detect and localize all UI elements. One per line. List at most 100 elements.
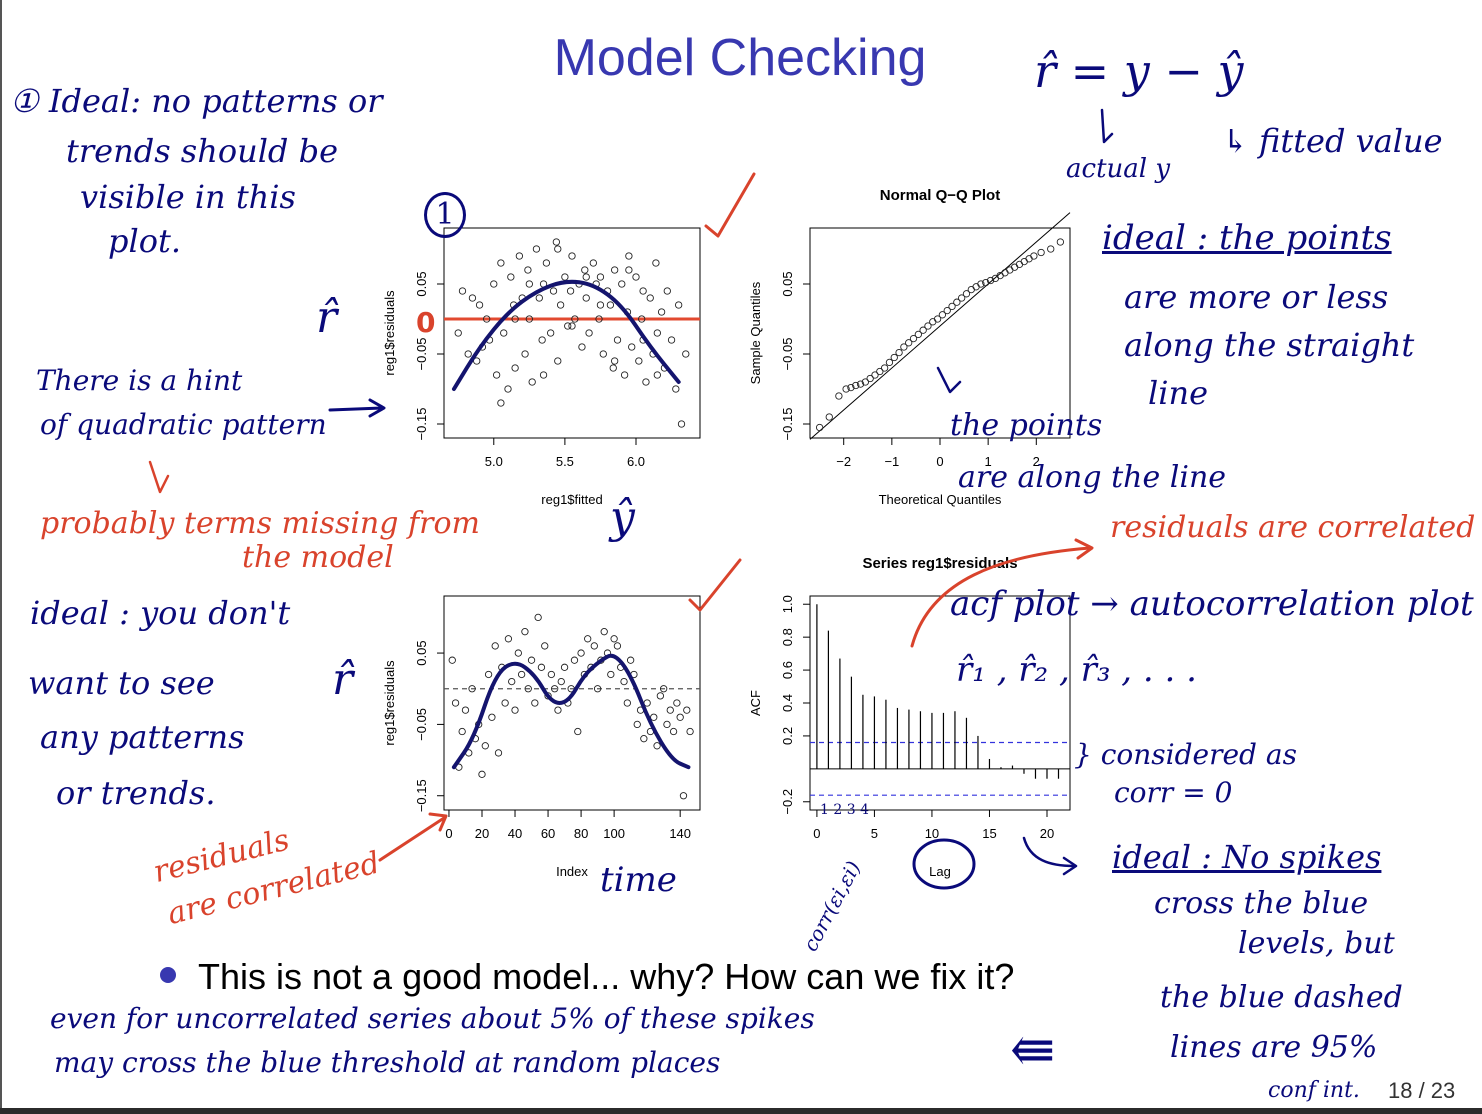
data-point bbox=[618, 280, 626, 288]
note-ideal-2: trends should be bbox=[66, 132, 338, 170]
data-point bbox=[458, 287, 467, 295]
data-point bbox=[504, 635, 513, 643]
data-point bbox=[490, 280, 498, 288]
data-point bbox=[663, 720, 671, 729]
data-point bbox=[852, 381, 860, 390]
ideal-acf-6: conf int. bbox=[1268, 1078, 1360, 1103]
zero-label: 0 bbox=[416, 306, 436, 339]
data-point bbox=[943, 306, 951, 315]
plot-residuals-vs-index: 0 20 40 60 80 100 140 −0.15 −0.05 0.05 Index reg1$r… bbox=[382, 595, 701, 879]
data-point bbox=[589, 259, 597, 267]
data-point bbox=[653, 371, 661, 379]
data-point bbox=[596, 301, 605, 309]
data-point bbox=[561, 273, 569, 281]
data-point bbox=[497, 399, 505, 407]
points-note-2: are along the line bbox=[958, 460, 1227, 495]
data-point bbox=[672, 385, 680, 393]
data-point bbox=[686, 727, 694, 736]
bullet-dot bbox=[160, 967, 176, 984]
lag-small-labels: 1 2 3 4 bbox=[820, 802, 869, 818]
data-point bbox=[885, 358, 894, 367]
slide-title: Model Checking bbox=[553, 29, 927, 87]
ideal-qq-2: are more or less bbox=[1124, 278, 1389, 316]
data-point bbox=[590, 642, 598, 650]
data-point bbox=[1020, 257, 1028, 266]
data-point bbox=[895, 348, 903, 357]
y-tick-label: 0.2 bbox=[780, 727, 795, 745]
qq-reference-line bbox=[809, 212, 1071, 440]
considered-note-1: } considered as bbox=[1074, 738, 1297, 771]
data-point bbox=[451, 699, 460, 707]
x-tick-label: 40 bbox=[508, 826, 522, 841]
y-axis-label: Sample Quantiles bbox=[748, 281, 763, 384]
data-point bbox=[534, 613, 542, 622]
data-point bbox=[542, 259, 551, 267]
data-point bbox=[464, 350, 472, 358]
data-point bbox=[544, 692, 552, 700]
x-tick-label: 2 bbox=[1033, 454, 1040, 469]
data-point bbox=[1037, 248, 1045, 257]
rhat-label-bottom: r̂ bbox=[332, 654, 354, 705]
data-point bbox=[494, 749, 503, 757]
arrow-hint-head bbox=[368, 398, 386, 418]
y-tick-label: 0.6 bbox=[780, 661, 795, 679]
y-tick-label: −0.15 bbox=[414, 779, 429, 812]
data-point bbox=[635, 357, 643, 365]
x-tick-label: 0 bbox=[936, 454, 943, 469]
data-point bbox=[660, 685, 668, 693]
data-point bbox=[905, 339, 913, 347]
data-point bbox=[511, 315, 519, 323]
data-point bbox=[679, 792, 688, 800]
data-point bbox=[620, 371, 629, 379]
rhat-label-top: r̂ bbox=[316, 292, 338, 343]
acf-plot-note: acf plot → autocorrelation plot bbox=[950, 584, 1474, 624]
data-point bbox=[507, 273, 515, 281]
arrow-hint bbox=[328, 406, 384, 412]
data-point bbox=[1001, 269, 1009, 277]
x-tick-label: 6.0 bbox=[627, 454, 645, 469]
y-axis-label: ACF bbox=[748, 690, 763, 716]
ideal-qq-1: ideal : the points bbox=[1102, 218, 1392, 258]
considered-note-2: corr = 0 bbox=[1114, 776, 1233, 809]
x-tick-label: 20 bbox=[1040, 826, 1054, 841]
data-point bbox=[497, 259, 505, 267]
data-point bbox=[517, 670, 526, 679]
data-point bbox=[653, 329, 661, 337]
data-point bbox=[620, 677, 628, 686]
data-point bbox=[473, 357, 481, 365]
left-border bbox=[0, 0, 2, 1108]
arrow-acf-title-head bbox=[1074, 538, 1094, 560]
y-tick-label: 0.05 bbox=[414, 271, 429, 296]
data-point bbox=[478, 770, 486, 778]
x-tick-label: 100 bbox=[603, 826, 625, 841]
data-point bbox=[640, 735, 648, 743]
yhat-label: ŷ bbox=[610, 492, 635, 543]
data-point bbox=[657, 308, 666, 316]
data-point bbox=[1025, 255, 1033, 263]
data-point bbox=[492, 371, 501, 379]
y-tick-label: −0.2 bbox=[780, 789, 795, 815]
even-note-2: may cross the blue threshold at random p… bbox=[54, 1046, 721, 1079]
check-mark-top bbox=[704, 172, 756, 238]
data-point bbox=[633, 720, 641, 729]
data-point bbox=[468, 685, 476, 693]
data-point bbox=[953, 298, 961, 306]
data-point bbox=[584, 635, 592, 643]
data-point bbox=[900, 343, 908, 351]
data-point bbox=[554, 245, 562, 253]
data-point bbox=[574, 727, 582, 736]
y-tick-label: −0.05 bbox=[414, 708, 429, 741]
data-point bbox=[914, 330, 922, 339]
r-sequence-note: r̂₁ , r̂₂ , r̂₃ , . . . bbox=[956, 650, 1197, 690]
y-tick-label: 0.4 bbox=[780, 694, 795, 712]
data-point bbox=[551, 685, 559, 693]
data-point bbox=[639, 287, 647, 295]
data-point bbox=[663, 287, 671, 295]
x-tick-label: 10 bbox=[925, 826, 939, 841]
data-point bbox=[525, 280, 533, 288]
data-point bbox=[538, 336, 546, 344]
residuals-correlated-right: residuals are correlated bbox=[1110, 510, 1476, 545]
data-point bbox=[475, 301, 484, 309]
data-point bbox=[458, 727, 466, 736]
